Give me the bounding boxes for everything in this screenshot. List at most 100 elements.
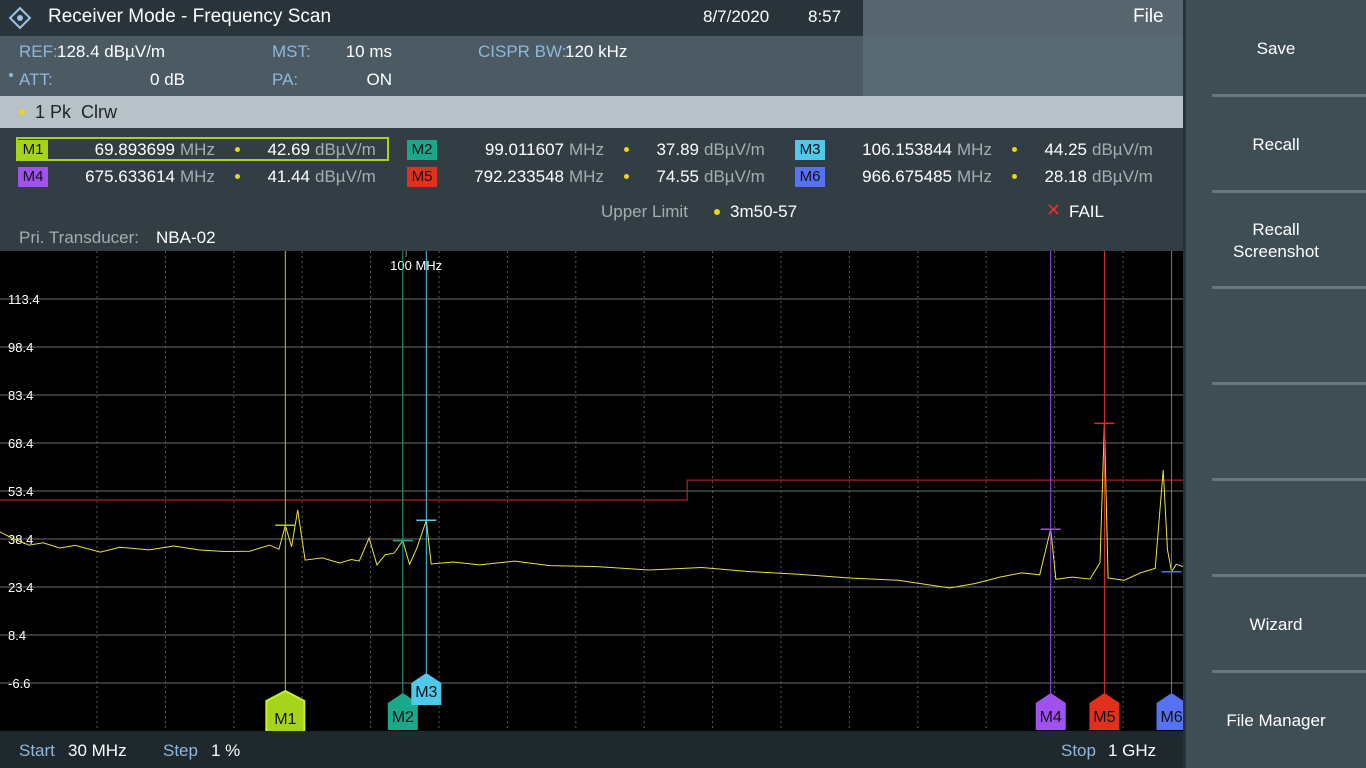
marker-dot: [1012, 174, 1017, 179]
marker-frequency: 966.675485: [862, 167, 952, 186]
marker-panel: [0, 128, 1183, 251]
marker-flag-label: M6: [1160, 709, 1182, 726]
y-tick-label: 8.4: [8, 628, 26, 643]
marker-badge: M6: [795, 167, 825, 187]
limit-name: 3m50-57: [730, 202, 798, 221]
limit-line: [0, 479, 1183, 501]
marker-badge: M3: [795, 140, 825, 160]
level-unit: dBµV/m: [315, 167, 376, 186]
marker-flag-label: M2: [392, 709, 414, 726]
level-unit: dBµV/m: [1092, 167, 1153, 186]
marker-flag-label: M3: [415, 684, 437, 701]
transducer-value: NBA-02: [156, 228, 216, 247]
marker-level: 42.69: [267, 140, 310, 159]
y-tick-label: 68.4: [8, 436, 33, 451]
marker-badge: M1: [18, 140, 48, 160]
footer: [0, 731, 1183, 768]
ref-label: REF:: [19, 42, 58, 61]
trace-dot: [19, 109, 25, 115]
start-value: 30 MHz: [68, 741, 127, 760]
frequency-unit: MHz: [957, 167, 992, 186]
ref-value: 128.4 dBµV/m: [57, 42, 166, 61]
marker-level: 44.25: [1044, 140, 1087, 159]
softkey-button[interactable]: Recall Screenshot: [1233, 220, 1319, 261]
marker-badge: M2: [407, 140, 437, 160]
marker-level: 41.44: [267, 167, 310, 186]
stop-label: Stop: [1061, 741, 1096, 760]
separator: [1212, 94, 1366, 97]
level-unit: dBµV/m: [315, 140, 376, 159]
marker-flag-label: M5: [1093, 709, 1115, 726]
limit-result: FAIL: [1069, 202, 1104, 221]
mst-value: 10 ms: [345, 42, 392, 61]
att-dot: [9, 73, 13, 77]
marker-flag-label: M4: [1040, 709, 1062, 726]
marker-flag: [411, 673, 442, 705]
marker-level: 37.89: [656, 140, 699, 159]
marker-dot: [235, 147, 240, 152]
level-unit: dBµV/m: [1092, 140, 1153, 159]
limit-dot: [714, 209, 720, 215]
title-bar: [0, 0, 863, 36]
separator: [1212, 382, 1366, 385]
mst-label: MST:: [272, 42, 311, 61]
file-menu[interactable]: File: [1133, 6, 1164, 27]
limit-label: Upper Limit: [601, 202, 688, 221]
step-value: 1 %: [211, 741, 241, 760]
separator: [1212, 574, 1366, 577]
spectrum-plot: 113.4 98.4 83.4 68.4 53.4 38.4 23.4 8.4 -6.6 100 …: [0, 251, 1183, 731]
marker-badge: M5: [407, 167, 437, 187]
pa-label: PA:: [272, 70, 299, 89]
marker-flag: [1089, 693, 1120, 730]
softkey-button[interactable]: Save: [1256, 39, 1296, 58]
date: 8/7/2020: [703, 7, 770, 26]
marker-dot: [1012, 147, 1017, 152]
frequency-unit: MHz: [569, 167, 604, 186]
marker-flag: [265, 689, 306, 731]
y-tick-label: 23.4: [8, 580, 33, 595]
trace: [0, 423, 1183, 589]
marker-level: 74.55: [656, 167, 699, 186]
marker-frequency: 792.233548: [474, 167, 564, 186]
start-label: Start: [19, 741, 55, 760]
stop-value: 1 GHz: [1108, 741, 1157, 760]
frequency-unit: MHz: [180, 140, 215, 159]
att-label: ATT:: [19, 70, 53, 89]
fail-icon: ✕: [1046, 200, 1062, 220]
separator: [1212, 670, 1366, 673]
bw-value: 120 kHz: [565, 42, 628, 61]
step-label: Step: [163, 741, 198, 760]
settings-panel: [0, 36, 863, 96]
menu-bar: [863, 0, 1183, 36]
marker-flag-label: M1: [274, 711, 296, 728]
marker-frequency: 69.893699: [94, 140, 175, 159]
separator: [1212, 286, 1366, 289]
marker-flag: [1156, 693, 1183, 730]
marker-frequency: 106.153844: [862, 140, 952, 159]
marker-dot: [624, 147, 629, 152]
transducer-label: Pri. Transducer:: [19, 228, 139, 247]
att-value: 0 dB: [150, 70, 185, 89]
marker-badge: M4: [18, 167, 48, 187]
marker-frequency: 675.633614: [85, 167, 175, 186]
separator: [1212, 478, 1366, 481]
frequency-unit: MHz: [180, 167, 215, 186]
level-unit: dBµV/m: [704, 140, 765, 159]
y-tick-label: 113.4: [8, 292, 40, 307]
frequency-unit: MHz: [957, 140, 992, 159]
softkey-button[interactable]: Recall: [1252, 135, 1300, 154]
marker-level: 28.18: [1044, 167, 1087, 186]
y-tick-label: -6.6: [8, 676, 30, 691]
y-tick-label: 98.4: [8, 340, 33, 355]
marker-dot: [235, 174, 240, 179]
y-tick-label: 83.4: [8, 388, 33, 403]
marker-flag: [1035, 693, 1066, 730]
active-marker-box: [16, 137, 389, 161]
level-unit: dBµV/m: [704, 167, 765, 186]
x-tick-label: 100 MHz: [390, 258, 442, 273]
separator: [1212, 190, 1366, 193]
softkey-button[interactable]: File Manager: [1226, 711, 1326, 730]
marker-flag: [387, 693, 418, 730]
softkey-button[interactable]: Wizard: [1249, 615, 1303, 634]
